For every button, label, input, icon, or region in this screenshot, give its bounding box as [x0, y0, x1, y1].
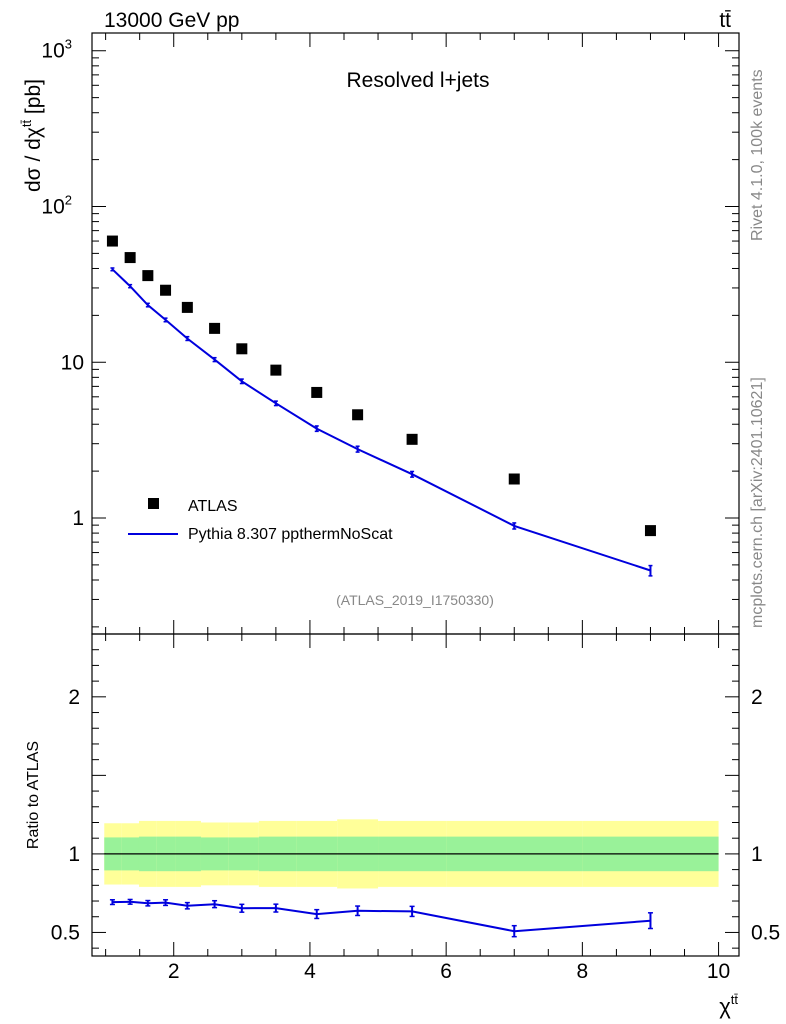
- data-point: [209, 322, 221, 334]
- ratio-errorbars: [109, 898, 653, 938]
- data-point: [311, 386, 323, 398]
- mcplots-label: mcplots.cern.ch [arXiv:2401.10621]: [749, 377, 766, 628]
- x-tick-label: 8: [577, 960, 589, 983]
- ratio-series-line: [112, 900, 651, 933]
- x-axis-title: χtt̄: [719, 992, 738, 1019]
- ratio-panel: 0.5 0.5 1 1 2 2 2 4 6 8 10 Ratio to ATLAS χtt̄: [25, 633, 780, 1019]
- ratio-y-tick-label-left: 0.5: [51, 921, 80, 944]
- ratio-y-axis-title: Ratio to ATLAS: [25, 741, 42, 849]
- ratio-y-tick-label-right: 2: [751, 686, 763, 709]
- ratio-panel-frame: [91, 633, 740, 957]
- y-tick-label: 1: [72, 507, 84, 530]
- ratio-y-tick-label-left: 1: [68, 843, 80, 866]
- data-point: [644, 525, 656, 537]
- data-point: [181, 301, 193, 313]
- legend-label-atlas: ATLAS: [188, 498, 238, 515]
- mc-errorbars: [110, 267, 653, 577]
- x-tick-label: 4: [304, 960, 316, 983]
- data-point: [142, 270, 154, 282]
- ratio-y-tick-label-left: 2: [68, 686, 80, 709]
- main-y-axis-title: dσ / dχtt̄ [pb]: [19, 79, 45, 192]
- header-right: tt̄: [719, 9, 731, 32]
- plot-title: Resolved l+jets: [347, 69, 490, 92]
- data-point: [236, 343, 248, 355]
- y-tick-label-exponent: 2: [65, 193, 72, 208]
- data-point: [270, 364, 282, 376]
- legend-marker-atlas: [148, 498, 159, 509]
- main-y-tick-labels: 1 10 102 103: [41, 37, 84, 530]
- y-tick-label: 10: [61, 351, 84, 374]
- y-tick-label: 103: [41, 37, 72, 63]
- ratio-y-tick-label-right: 1: [751, 843, 763, 866]
- data-point: [160, 284, 172, 296]
- y-tick-label-exponent: 3: [65, 37, 72, 52]
- x-tick-label: 2: [168, 960, 180, 983]
- x-tick-labels: 2 4 6 8 10: [168, 960, 730, 983]
- ratio-line: [112, 900, 651, 933]
- x-tick-label: 6: [440, 960, 452, 983]
- data-point: [106, 235, 118, 247]
- data-markers: [106, 235, 656, 537]
- x-tick-label: 10: [707, 960, 730, 983]
- header-left: 13000 GeV pp: [104, 9, 239, 32]
- data-point: [508, 473, 520, 485]
- legend: ATLAS Pythia 8.307 ppthermNoScat: [128, 498, 393, 543]
- data-point: [406, 433, 418, 445]
- ratio-y-tick-labels: 0.5 0.5 1 1 2 2: [51, 686, 780, 945]
- ratio-axis-ticks: [92, 633, 739, 956]
- rivet-label: Rivet 4.1.0, 100k events: [749, 69, 766, 241]
- ratio-y-tick-label-right: 0.5: [751, 921, 780, 944]
- main-panel-frame: [91, 32, 740, 635]
- legend-label-mc: Pythia 8.307 ppthermNoScat: [188, 526, 393, 543]
- main-axis-ticks: [92, 33, 739, 634]
- data-point: [124, 252, 136, 264]
- data-point: [352, 409, 364, 421]
- main-panel: 1 10 102 103 Resolved l+jets (ATLAS_2019_I1…: [19, 32, 740, 635]
- y-tick-label: 102: [41, 193, 72, 219]
- analysis-tag: (ATLAS_2019_I1750330): [336, 592, 494, 608]
